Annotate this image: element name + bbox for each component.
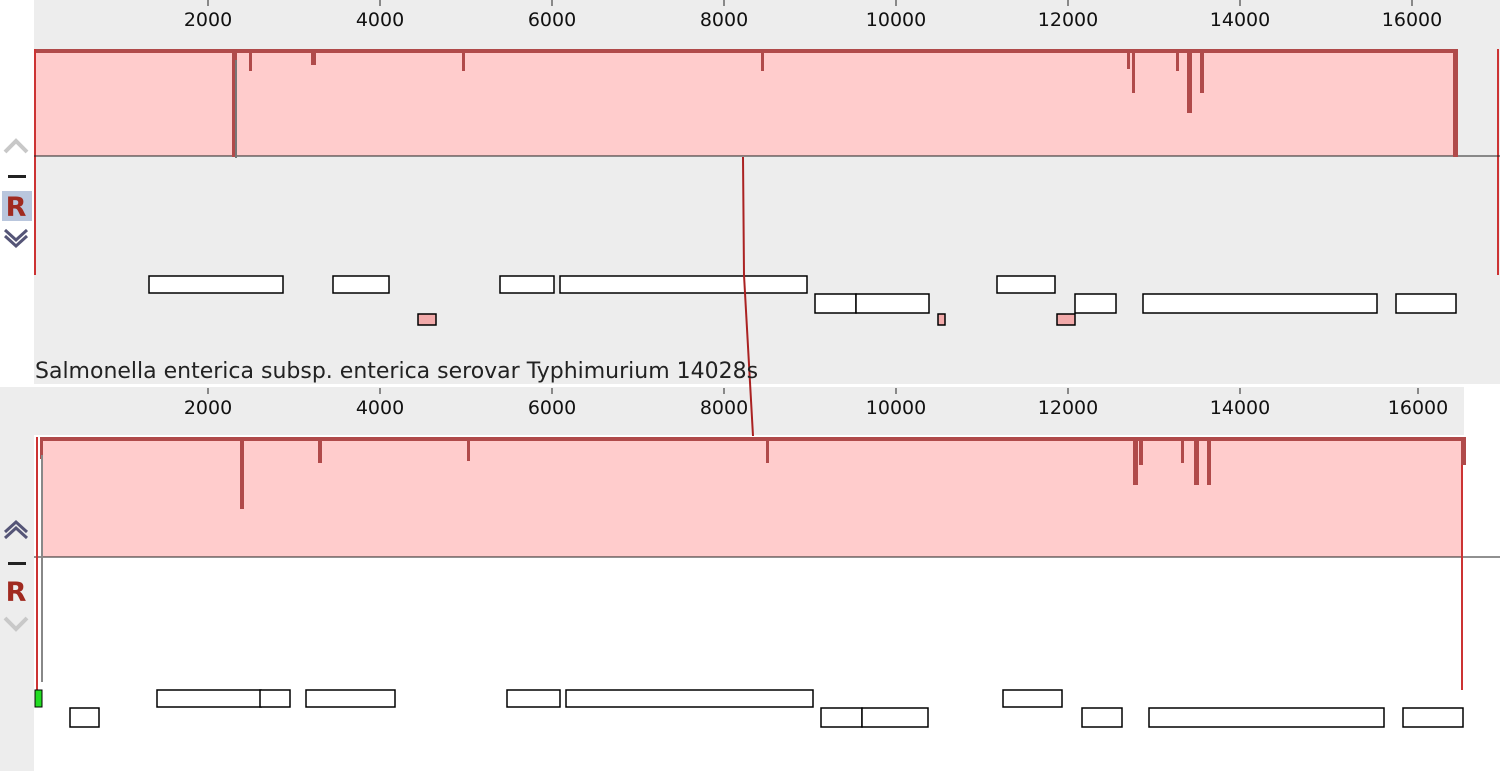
- genome-label: Salmonella enterica subsp. enterica sero…: [35, 359, 758, 384]
- panel-2-genes[interactable]: [69, 689, 1464, 728]
- lcb-top-edge: [42, 437, 1463, 441]
- reference-selected-background: [2, 191, 32, 221]
- gene-feature[interactable]: [499, 275, 555, 294]
- ruler-tick-label: 14000: [1210, 397, 1270, 419]
- gene-feature[interactable]: [1395, 293, 1457, 314]
- ruler-tick-label: 6000: [528, 397, 576, 419]
- gene-feature[interactable]: [559, 275, 808, 294]
- green-feature-marker[interactable]: [34, 689, 43, 708]
- panel-2-ruler-background: [34, 387, 1464, 435]
- ruler-tick-label: 16000: [1382, 9, 1442, 31]
- similarity-dip: [1187, 49, 1192, 113]
- similarity-dip: [1194, 437, 1199, 485]
- ruler-tick-label: 2000: [184, 397, 232, 419]
- panel-2-lcb-block[interactable]: [34, 437, 1500, 690]
- gene-feature[interactable]: [861, 707, 929, 728]
- similarity-dip: [1133, 437, 1138, 485]
- ruler-tick-label: 14000: [1210, 9, 1270, 31]
- ruler-tick-label: 4000: [356, 9, 404, 31]
- move-up-icon: [3, 138, 29, 154]
- gene-feature[interactable]: [996, 275, 1056, 294]
- gene-feature[interactable]: [259, 689, 291, 708]
- similarity-dip: [1127, 49, 1130, 69]
- highlighted-feature[interactable]: [937, 313, 946, 326]
- lcb-fill[interactable]: [42, 437, 1463, 557]
- gene-feature[interactable]: [156, 689, 262, 708]
- similarity-profile: [232, 49, 1458, 157]
- similarity-dip: [1181, 437, 1184, 463]
- lcb-top-edge: [34, 49, 1458, 53]
- gene-feature[interactable]: [565, 689, 814, 708]
- gene-feature[interactable]: [1081, 707, 1123, 728]
- lcb-connector-line: [742, 156, 754, 437]
- similarity-dip: [1176, 49, 1179, 71]
- similarity-dip: [1461, 437, 1466, 465]
- move-down-icon: [3, 616, 29, 632]
- similarity-dip: [1453, 49, 1458, 157]
- lcb-fill[interactable]: [34, 49, 1458, 156]
- panel-1-controls: R: [2, 138, 32, 249]
- gene-feature[interactable]: [332, 275, 390, 294]
- move-down-icon-second: [3, 234, 29, 249]
- gene-feature[interactable]: [1002, 689, 1063, 708]
- panel-2-control-strip: [0, 387, 34, 771]
- gene-feature[interactable]: [855, 293, 930, 314]
- similarity-dip: [311, 49, 316, 65]
- similarity-dip: [766, 437, 769, 463]
- similarity-dip: [1132, 49, 1135, 93]
- ruler-tick-label: 10000: [866, 9, 926, 31]
- similarity-dip: [462, 49, 465, 71]
- similarity-dip: [318, 437, 322, 463]
- ruler-tick-label: 10000: [866, 397, 926, 419]
- panel-1-ruler: 2000 4000 6000 8000 10000 12000 14000 16…: [184, 0, 1442, 31]
- reference-button[interactable]: R: [6, 192, 27, 223]
- similarity-dip: [249, 49, 252, 71]
- highlighted-feature[interactable]: [417, 313, 437, 326]
- gene-feature[interactable]: [814, 293, 857, 314]
- ruler-tick-label: 4000: [356, 397, 404, 419]
- ruler-tick-label: 16000: [1388, 397, 1448, 419]
- gene-feature[interactable]: [1402, 707, 1464, 728]
- similarity-dip: [467, 437, 470, 461]
- ruler-tick-label: 12000: [1038, 397, 1098, 419]
- move-up-icon-second: [3, 525, 29, 540]
- gene-feature[interactable]: [1142, 293, 1378, 314]
- ruler-tick-label: 8000: [700, 9, 748, 31]
- similarity-dip: [240, 437, 244, 509]
- move-down-icon[interactable]: [3, 228, 29, 243]
- gene-feature[interactable]: [1148, 707, 1385, 728]
- similarity-dip: [232, 49, 237, 157]
- minus-icon[interactable]: [8, 562, 26, 565]
- gene-feature[interactable]: [69, 707, 100, 728]
- genome-panel-1: 2000 4000 6000 8000 10000 12000 14000 16…: [0, 0, 1500, 384]
- ruler-tick-label: 6000: [528, 9, 576, 31]
- gene-feature[interactable]: [148, 275, 284, 294]
- genome-panel-2: 2000 4000 6000 8000 10000 12000 14000 16…: [0, 387, 1500, 771]
- reference-button[interactable]: R: [6, 577, 27, 608]
- similarity-dip: [1200, 49, 1204, 93]
- ruler-tick-label: 8000: [700, 397, 748, 419]
- gene-feature[interactable]: [1074, 293, 1117, 314]
- similarity-dip: [761, 49, 764, 71]
- minus-icon[interactable]: [8, 175, 26, 178]
- gene-feature[interactable]: [820, 707, 863, 728]
- similarity-dip: [40, 437, 43, 459]
- panel-1-highlight-features[interactable]: [417, 313, 1076, 326]
- gene-feature[interactable]: [305, 689, 396, 708]
- highlighted-feature[interactable]: [1056, 313, 1076, 326]
- panel-2-ruler: 2000 4000 6000 8000 10000 12000 14000 16…: [184, 388, 1448, 419]
- similarity-profile: [40, 437, 1466, 509]
- panel-1-lcb-block[interactable]: [34, 49, 1500, 275]
- ruler-tick-label: 2000: [184, 9, 232, 31]
- ruler-tick-label: 12000: [1038, 9, 1098, 31]
- move-up-icon[interactable]: [3, 519, 29, 534]
- panel-2-controls: R: [3, 519, 29, 632]
- gene-feature[interactable]: [506, 689, 561, 708]
- similarity-dip: [1139, 437, 1143, 465]
- similarity-dip: [1207, 437, 1211, 485]
